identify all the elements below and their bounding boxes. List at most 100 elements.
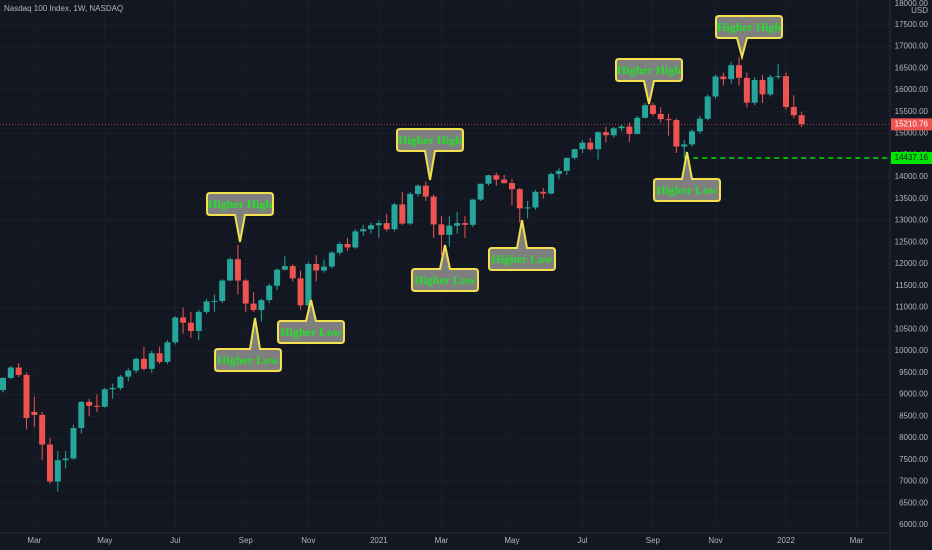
candle-body xyxy=(211,300,218,302)
overlay: Higher High Higher Low Higher Low Higher Hi… xyxy=(0,15,890,372)
candle-body xyxy=(516,189,523,209)
candle-body xyxy=(156,353,163,362)
candle-body xyxy=(187,322,194,331)
candle-body xyxy=(399,204,406,224)
axis-unit: USD xyxy=(911,6,928,15)
callout xyxy=(715,15,783,61)
callout-text: Higher Low xyxy=(491,252,553,266)
candle-body xyxy=(266,285,273,301)
candle-body xyxy=(783,76,789,107)
support-label: 14437.16 xyxy=(895,153,929,162)
candle-body xyxy=(579,142,586,150)
candle-body xyxy=(86,401,93,406)
y-tick-label: 7500.00 xyxy=(899,455,928,464)
x-tick-label: Nov xyxy=(708,536,722,545)
grid xyxy=(0,0,890,533)
last-price-label: 15210.76 xyxy=(895,119,929,128)
candle-body xyxy=(689,131,696,145)
candle-body xyxy=(618,126,625,129)
candle-body xyxy=(375,223,382,226)
candle-body xyxy=(321,266,328,271)
y-tick-label: 10000.00 xyxy=(895,346,929,355)
candle-body xyxy=(407,193,414,224)
candle-body xyxy=(501,179,508,184)
candle-body xyxy=(344,243,351,248)
x-tick-label: Nov xyxy=(301,536,315,545)
y-tick-label: 13500.00 xyxy=(895,194,929,203)
candle-body xyxy=(422,185,429,197)
candle-body xyxy=(7,367,14,378)
x-tick-label: 2021 xyxy=(370,536,388,545)
candle-body xyxy=(720,76,727,80)
y-tick-label: 15500.00 xyxy=(895,107,929,116)
candle-body xyxy=(62,458,69,461)
y-tick-label: 13000.00 xyxy=(895,216,929,225)
y-tick-label: 11500.00 xyxy=(895,281,928,290)
candle-body xyxy=(227,259,234,281)
callout xyxy=(206,192,274,243)
candle-body xyxy=(101,389,108,407)
candle-body xyxy=(681,144,688,147)
callout xyxy=(411,244,479,292)
candle-body xyxy=(571,149,578,158)
candle-body xyxy=(352,231,359,248)
chart-title: Nasdaq 100 Index, 1W, NASDAQ xyxy=(4,4,123,13)
candle-body xyxy=(368,225,375,230)
candle-body xyxy=(234,259,241,281)
candle-body xyxy=(336,243,343,253)
candle-body xyxy=(493,175,500,180)
y-tick-label: 9000.00 xyxy=(899,390,928,399)
candle-body xyxy=(39,414,46,445)
x-tick-label: Mar xyxy=(850,536,864,545)
candle-body xyxy=(219,280,226,301)
callout-text: Higher High xyxy=(208,197,272,211)
candle-body xyxy=(704,96,711,119)
y-tick-label: 10500.00 xyxy=(895,324,929,333)
candle-body xyxy=(728,65,735,80)
candle-body xyxy=(775,76,782,78)
candle-body xyxy=(281,266,288,270)
callout-text: Higher High xyxy=(398,133,462,147)
candle-body xyxy=(360,229,367,232)
y-tick-label: 7000.00 xyxy=(899,477,928,486)
callout xyxy=(615,58,683,105)
y-tick-label: 6500.00 xyxy=(899,498,928,507)
candle-body xyxy=(0,377,6,391)
candle-body xyxy=(414,185,421,194)
y-tick-label: 8500.00 xyxy=(899,411,928,420)
callout xyxy=(653,151,721,202)
candle-body xyxy=(289,266,296,279)
x-tick-label: Jul xyxy=(577,536,587,545)
candle-body xyxy=(696,118,703,132)
candle-body xyxy=(555,170,562,174)
candle-body xyxy=(46,444,53,482)
callout-text: Higher Low xyxy=(217,353,279,367)
y-tick-label: 11000.00 xyxy=(895,303,928,312)
candle-body xyxy=(587,142,594,150)
candle-body xyxy=(532,191,539,208)
x-tick-label: Mar xyxy=(435,536,449,545)
candle-body xyxy=(148,353,155,369)
y-tick-label: 12500.00 xyxy=(895,237,929,246)
candle-body xyxy=(657,113,664,120)
x-tick-label: 2022 xyxy=(777,536,795,545)
candle-body xyxy=(172,317,179,343)
callout-text: Higher Low xyxy=(656,183,718,197)
callout-text: Higher Low xyxy=(414,273,476,287)
candle-body xyxy=(610,128,617,136)
candle-body xyxy=(78,401,85,428)
support-box xyxy=(891,151,932,164)
candle-body xyxy=(454,223,461,226)
candle-body xyxy=(438,224,445,235)
candle-body xyxy=(313,264,320,271)
candle-body xyxy=(508,183,515,190)
candle-body xyxy=(798,115,805,125)
candle-body xyxy=(595,132,602,150)
candle-body xyxy=(180,317,187,323)
candle-body xyxy=(649,105,656,114)
x-tick-label: Sep xyxy=(239,536,254,545)
candle-body xyxy=(469,199,476,225)
candle-body xyxy=(485,175,492,184)
candle-body xyxy=(736,65,743,78)
